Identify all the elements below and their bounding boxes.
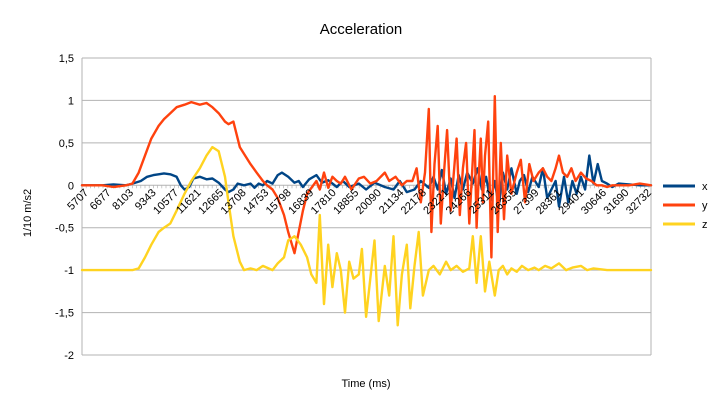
- series-lines: [80, 94, 653, 327]
- y-tick-label: -1: [64, 265, 74, 277]
- chart-title: Acceleration: [320, 21, 403, 38]
- legend: xyz: [663, 181, 708, 231]
- y-tick-label: 1: [68, 95, 74, 107]
- legend-label-y: y: [702, 200, 708, 212]
- series-line-z: [80, 145, 653, 327]
- y-tick-labels: 1,5 1 0,5 0 -0,5 -1 -1,5 -2: [55, 53, 74, 362]
- grid-lines: [82, 57, 651, 356]
- x-axis-label: Time (ms): [341, 378, 390, 390]
- y-tick-label: 1,5: [59, 53, 74, 65]
- legend-label-z: z: [702, 219, 708, 231]
- y-tick-label: -0,5: [55, 223, 74, 235]
- y-tick-label: -1,5: [55, 308, 74, 320]
- y-tick-label: 0: [68, 180, 74, 192]
- legend-label-x: x: [702, 181, 708, 193]
- y-tick-label: -2: [64, 350, 74, 362]
- y-tick-label: 0,5: [59, 138, 74, 150]
- y-axis-label: 1/10 m/s2: [22, 189, 34, 237]
- series-line-y: [80, 94, 653, 259]
